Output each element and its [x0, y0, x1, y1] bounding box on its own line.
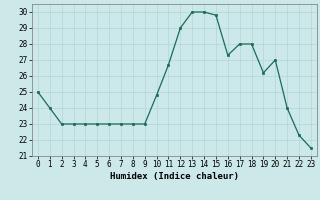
X-axis label: Humidex (Indice chaleur): Humidex (Indice chaleur): [110, 172, 239, 181]
